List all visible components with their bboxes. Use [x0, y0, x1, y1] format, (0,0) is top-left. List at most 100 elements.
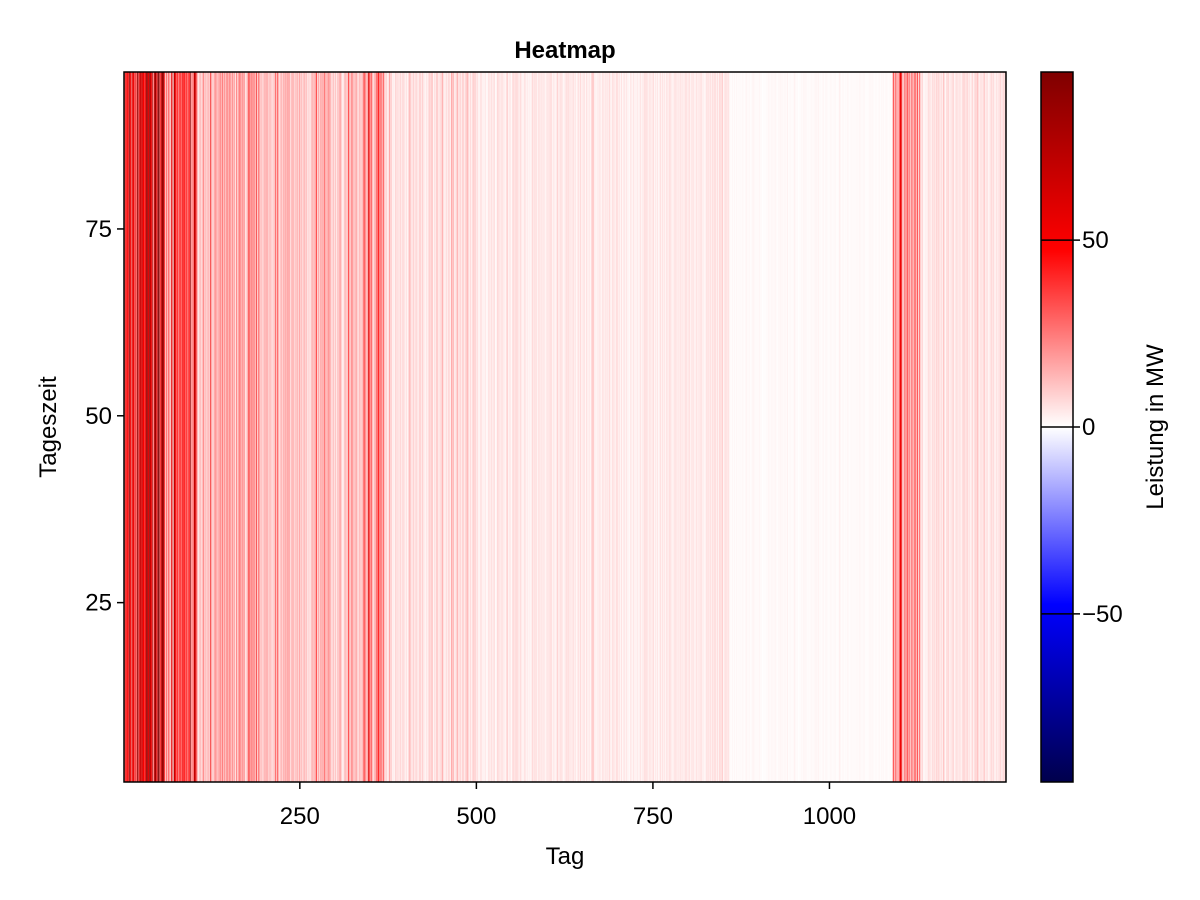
heatmap-cell	[507, 72, 508, 782]
heatmap-cell	[602, 72, 604, 782]
heatmap-cell	[459, 72, 461, 782]
heatmap-cell	[585, 72, 587, 782]
heatmap-cell	[288, 72, 289, 782]
heatmap-cell	[935, 72, 937, 782]
heatmap-cell	[408, 72, 410, 782]
heatmap-cell	[881, 72, 883, 782]
heatmap-cell	[307, 72, 309, 782]
heatmap-cell	[986, 72, 988, 782]
heatmap-cell	[363, 72, 365, 782]
heatmap-cell	[313, 72, 315, 782]
heatmap-cell	[931, 72, 933, 782]
heatmap-cell	[806, 72, 808, 782]
heatmap-cell	[744, 72, 746, 782]
heatmap-cell	[501, 72, 503, 782]
heatmap-cell	[556, 72, 558, 782]
heatmap-cell	[468, 72, 470, 782]
heatmap-cell	[322, 72, 323, 782]
heatmap-cell	[867, 72, 869, 782]
heatmap-cell	[896, 72, 897, 782]
heatmap-cell	[487, 72, 489, 782]
heatmap-cell	[685, 72, 687, 782]
heatmap-cell	[726, 72, 727, 782]
heatmap-cell	[887, 72, 888, 782]
heatmap-cell	[702, 72, 703, 782]
heatmap-cell	[897, 72, 899, 782]
heatmap-cell	[622, 72, 623, 782]
heatmap-cell	[941, 72, 943, 782]
heatmap-cell	[775, 72, 777, 782]
heatmap-cell	[153, 72, 155, 782]
heatmap-cell	[807, 72, 809, 782]
heatmap-cell	[154, 72, 156, 782]
heatmap-cell	[257, 72, 259, 782]
heatmap-cell	[325, 72, 327, 782]
heatmap-cell	[326, 72, 328, 782]
heatmap-cell	[868, 72, 870, 782]
heatmap-cell	[223, 72, 225, 782]
heatmap-cell	[590, 72, 592, 782]
heatmap-cell	[291, 72, 292, 782]
heatmap-cell	[230, 72, 232, 782]
heatmap-cell	[922, 72, 924, 782]
heatmap-cell	[524, 72, 526, 782]
heatmap-cell	[616, 72, 618, 782]
heatmap-cell	[985, 72, 986, 782]
heatmap-cell	[677, 72, 679, 782]
heatmap-cell	[432, 72, 434, 782]
heatmap-cell	[713, 72, 715, 782]
heatmap-cell	[429, 72, 431, 782]
heatmap-cell	[244, 72, 246, 782]
heatmap-cell	[910, 72, 912, 782]
heatmap-cell	[644, 72, 645, 782]
heatmap-cell	[169, 72, 171, 782]
heatmap-cell	[856, 72, 858, 782]
heatmap-cell	[877, 72, 879, 782]
heatmap-cell	[545, 72, 547, 782]
heatmap-cell	[190, 72, 191, 782]
heatmap-cell	[252, 72, 254, 782]
heatmap-cell	[451, 72, 453, 782]
heatmap-cell	[190, 72, 192, 782]
heatmap-cell	[555, 72, 556, 782]
heatmap-cell	[921, 72, 923, 782]
heatmap-cell	[548, 72, 549, 782]
heatmap-cell	[125, 72, 126, 782]
heatmap-cell	[414, 72, 416, 782]
heatmap-cell	[733, 72, 734, 782]
heatmap-cell	[923, 72, 924, 782]
heatmap-cell	[957, 72, 959, 782]
heatmap-cell	[139, 72, 141, 782]
heatmap-cell	[846, 72, 847, 782]
heatmap-cell	[210, 72, 212, 782]
heatmap-cell	[579, 72, 581, 782]
heatmap-cell	[769, 72, 771, 782]
heatmap-cell	[285, 72, 287, 782]
heatmap-cell	[150, 72, 152, 782]
heatmap-cell	[248, 72, 250, 782]
heatmap-cell	[608, 72, 610, 782]
heatmap-cell	[699, 72, 701, 782]
heatmap-cell	[1002, 72, 1003, 782]
heatmap-cell	[608, 72, 609, 782]
heatmap-cell	[184, 72, 186, 782]
heatmap-cell	[601, 72, 603, 782]
heatmap-cell	[860, 72, 862, 782]
heatmap-cell	[672, 72, 674, 782]
heatmap-cell	[687, 72, 689, 782]
heatmap-cell	[963, 72, 965, 782]
heatmap-cell	[430, 72, 432, 782]
heatmap-cell	[781, 72, 782, 782]
heatmap-cell	[282, 72, 284, 782]
heatmap-cell	[477, 72, 479, 782]
heatmap-cell	[291, 72, 293, 782]
heatmap-cell	[828, 72, 830, 782]
heatmap-cell	[303, 72, 304, 782]
heatmap-cell	[513, 72, 515, 782]
heatmap-cell	[845, 72, 847, 782]
heatmap-cell	[394, 72, 396, 782]
heatmap-cell	[974, 72, 976, 782]
heatmap-cell	[774, 72, 775, 782]
heatmap-cell	[889, 72, 890, 782]
heatmap-cell	[760, 72, 762, 782]
